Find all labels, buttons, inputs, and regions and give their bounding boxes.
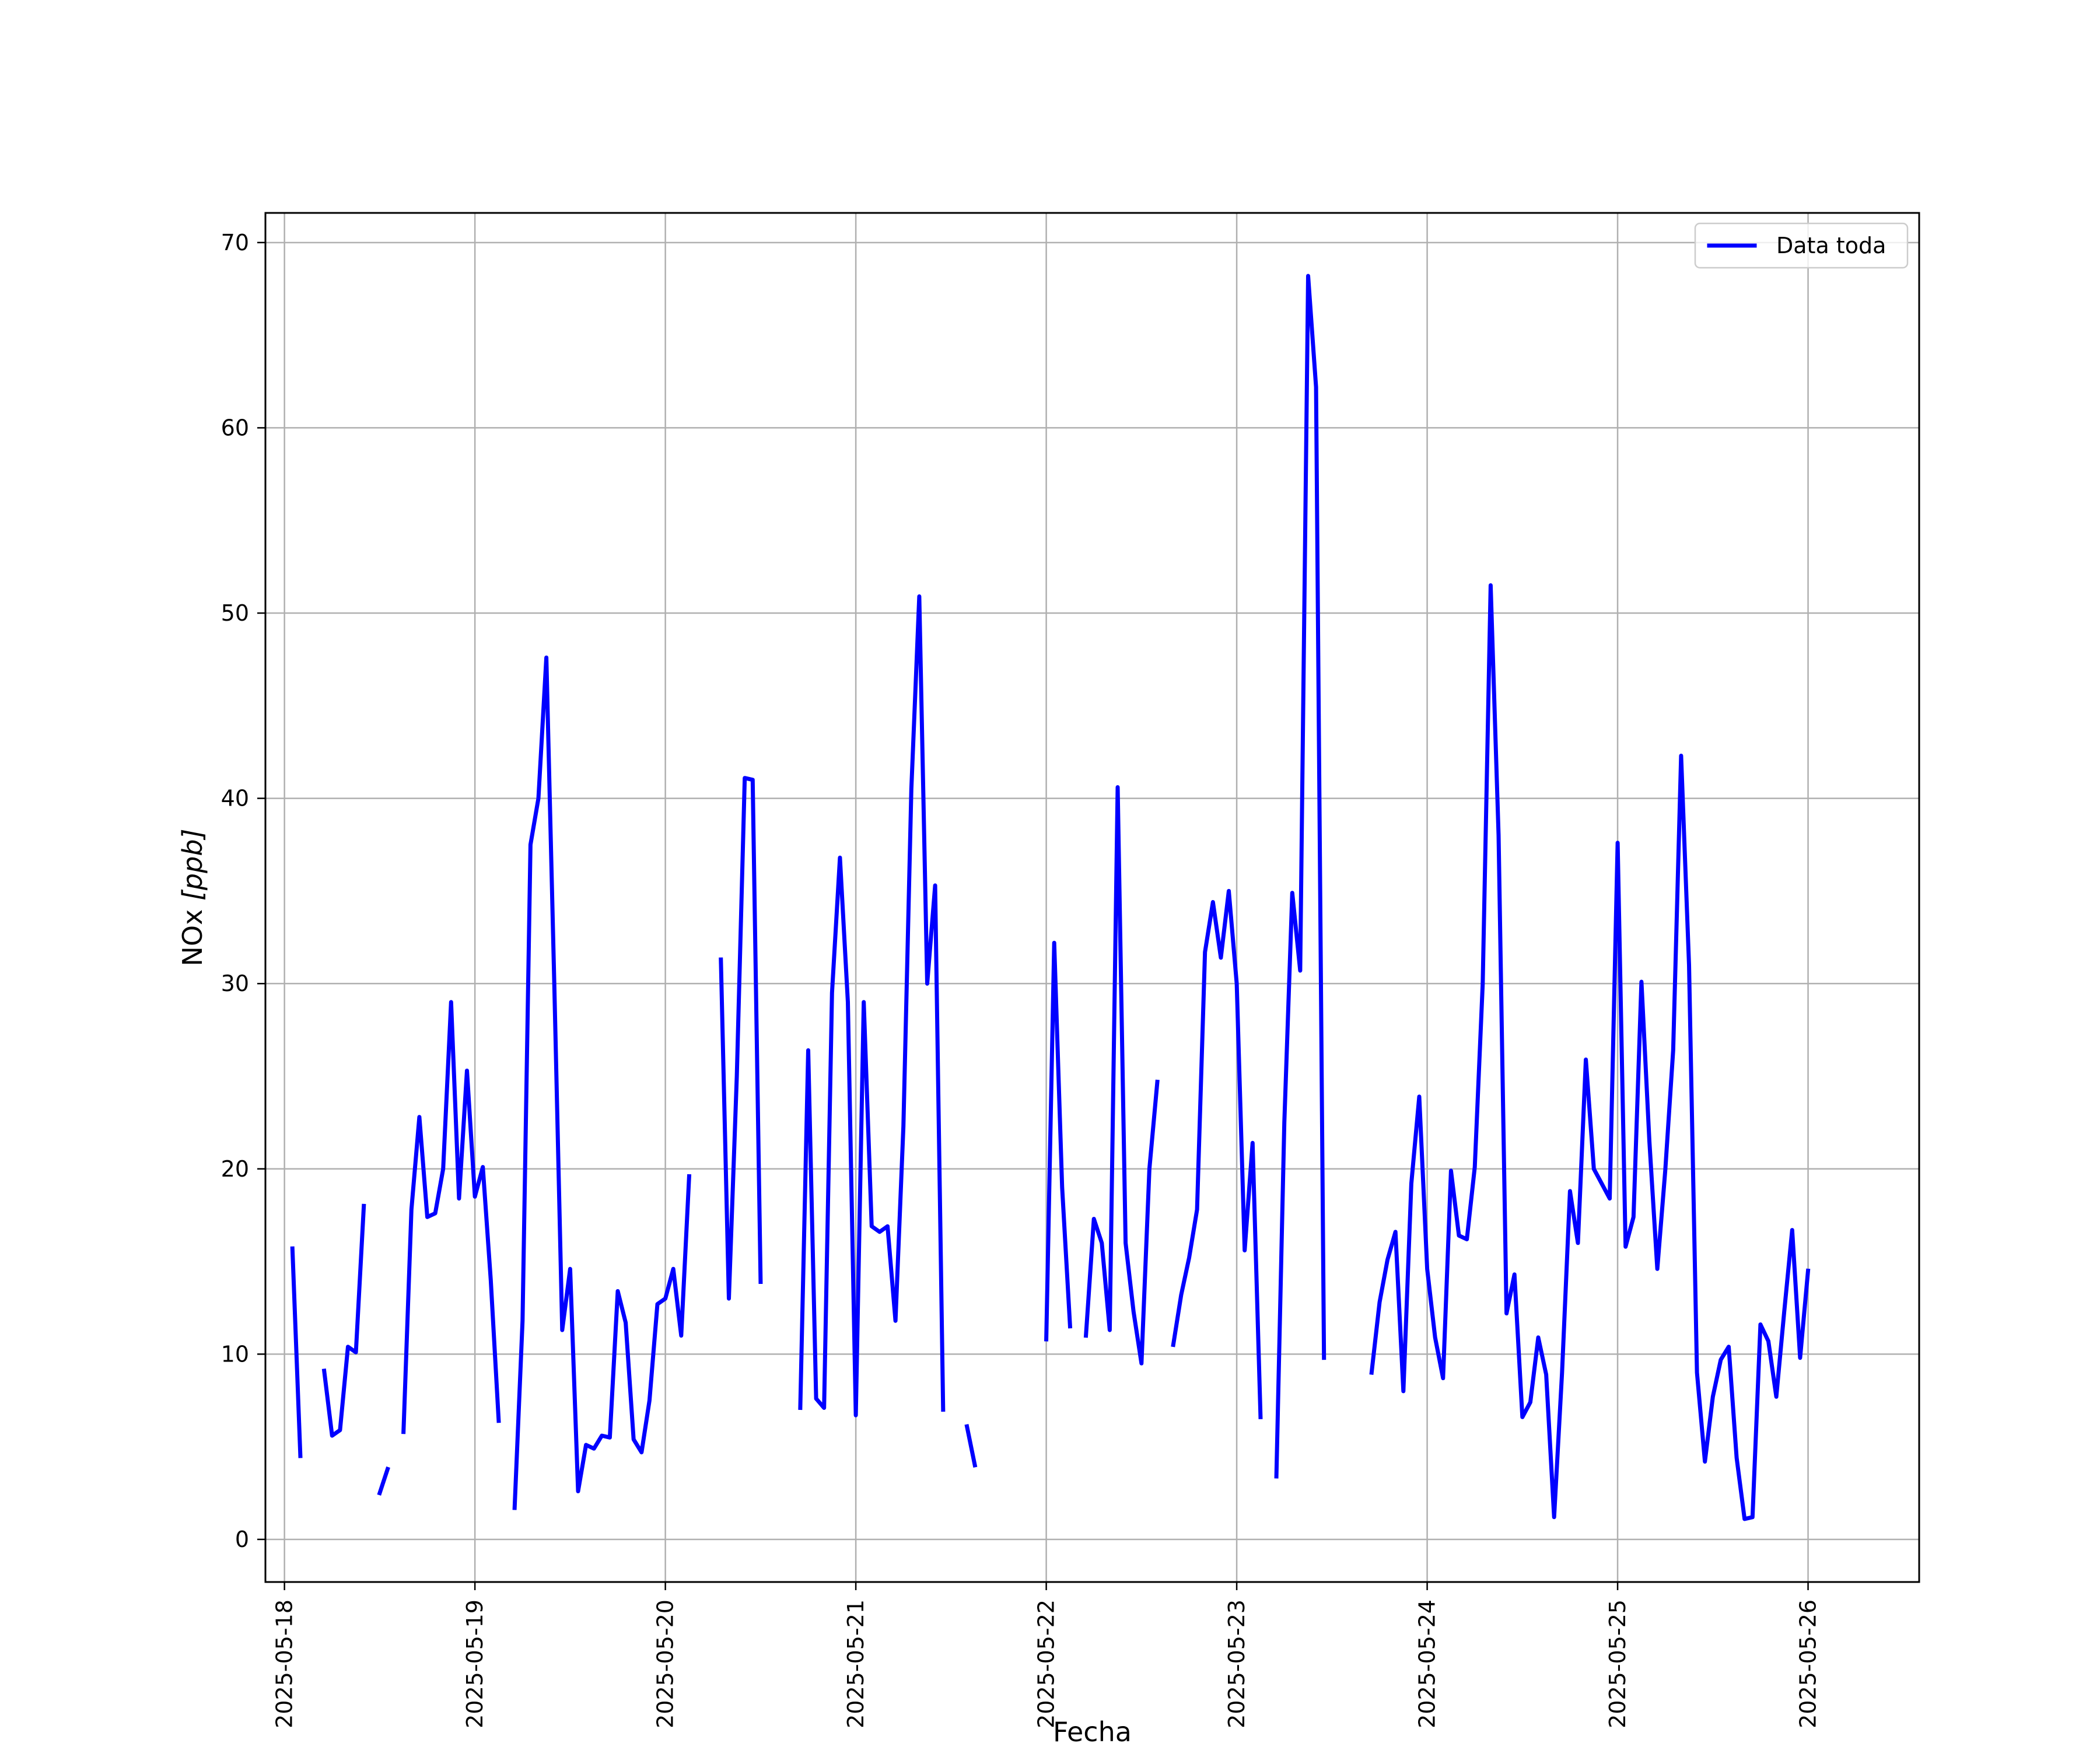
series-line-segment	[290, 1246, 303, 1458]
series-line-segment	[964, 1424, 978, 1468]
y-axis-label: NOx [ppb]	[177, 829, 208, 967]
series-line-segment	[719, 776, 763, 1301]
series-line-segment	[401, 1000, 501, 1434]
y-tick-label: 10	[221, 1341, 249, 1367]
x-axis-label: Fecha	[1053, 1716, 1132, 1748]
series-line-segment	[512, 655, 692, 1510]
series-line-segment	[1274, 274, 1326, 1479]
x-tick-label: 2025-05-18	[272, 1600, 298, 1728]
series-line-segment	[377, 1466, 390, 1496]
x-tick-label: 2025-05-26	[1796, 1600, 1821, 1728]
x-tick-label: 2025-05-24	[1415, 1600, 1440, 1728]
y-tick-label: 70	[221, 230, 249, 256]
y-axis-ticks: 0 10 20 30 40 50 60 70	[221, 230, 265, 1552]
x-tick-label: 2025-05-21	[843, 1600, 869, 1728]
legend-label-data-toda: Data toda	[1776, 233, 1886, 258]
y-tick-label: 50	[221, 600, 249, 626]
y-tick-label: 60	[221, 415, 249, 440]
y-tick-label: 30	[221, 971, 249, 996]
x-axis-ticks: 2025-05-18 2025-05-19 2025-05-20 2025-05-21…	[272, 1582, 1821, 1728]
series-line-segment	[1044, 940, 1073, 1342]
x-tick-label: 2025-05-19	[462, 1600, 488, 1728]
x-tick-label: 2025-05-25	[1605, 1600, 1630, 1728]
y-tick-label: 0	[235, 1527, 249, 1552]
series-data-toda	[290, 274, 1811, 1521]
x-tick-label: 2025-05-22	[1034, 1600, 1059, 1728]
y-axis-label-unit: [ppb]	[177, 829, 208, 901]
series-line-segment	[321, 1203, 366, 1438]
plot-frame	[264, 212, 1920, 1583]
series-line-segment	[1083, 785, 1160, 1366]
legend: Data toda	[1694, 222, 1909, 269]
legend-box	[1694, 222, 1909, 269]
y-tick-label: 20	[221, 1156, 249, 1182]
series-line-segment	[798, 594, 946, 1418]
series-line-segment	[1369, 583, 1811, 1521]
series-line-segment	[1171, 888, 1263, 1419]
x-tick-label: 2025-05-20	[653, 1600, 678, 1728]
grid	[265, 213, 1919, 1582]
y-axis-label-main: NOx	[177, 901, 208, 966]
y-tick-label: 40	[221, 786, 249, 811]
x-tick-label: 2025-05-23	[1224, 1600, 1250, 1728]
